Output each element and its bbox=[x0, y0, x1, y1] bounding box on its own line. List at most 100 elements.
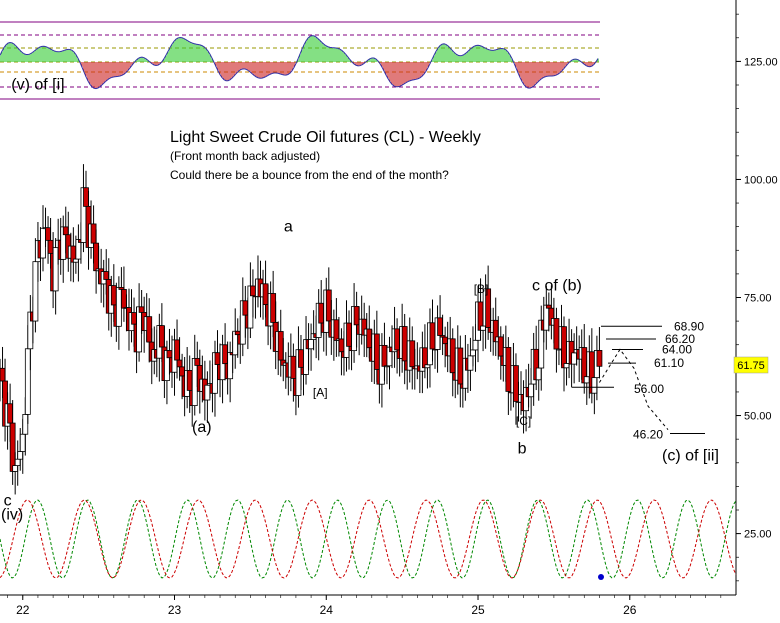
wave-label: c bbox=[4, 492, 12, 509]
x-tick-label: 23 bbox=[168, 603, 182, 617]
candle-body bbox=[437, 317, 443, 336]
wave-label: [A] bbox=[313, 386, 328, 400]
candle-body bbox=[14, 458, 21, 466]
candle-body bbox=[333, 319, 340, 341]
candle-body bbox=[381, 344, 388, 367]
candle-body bbox=[457, 347, 464, 385]
candle-body bbox=[222, 344, 228, 365]
candle-body bbox=[72, 258, 79, 263]
projection-line bbox=[598, 348, 669, 431]
candle-body bbox=[563, 363, 570, 369]
price-candles bbox=[0, 164, 603, 495]
candle-body bbox=[214, 352, 221, 365]
candle-body bbox=[17, 451, 24, 460]
candle-body bbox=[174, 339, 180, 361]
chart-title: Light Sweet Crude Oil futures (CL) - Wee… bbox=[170, 129, 481, 146]
candle-body bbox=[242, 300, 249, 316]
candle-body bbox=[429, 322, 436, 350]
cycle-low-dot bbox=[598, 574, 604, 580]
candle-body bbox=[561, 326, 567, 369]
y-tick-label: 25.00 bbox=[744, 529, 772, 541]
candle-body bbox=[470, 349, 476, 357]
candle-body bbox=[543, 304, 550, 331]
candle-body bbox=[401, 326, 408, 362]
y-tick-label: 50.00 bbox=[744, 411, 772, 423]
y-axis-ticks: 125.00 100.00 75.00 50.00 25.00 bbox=[736, 13, 778, 582]
candle-body bbox=[234, 330, 241, 336]
candle-body bbox=[262, 283, 269, 306]
candle-body bbox=[131, 312, 137, 325]
candle-body bbox=[22, 414, 29, 435]
candle-body bbox=[176, 359, 183, 368]
cycle-line-red bbox=[0, 499, 737, 579]
candle-body bbox=[583, 376, 590, 384]
y-tick-label: 125.00 bbox=[744, 56, 778, 68]
x-tick-label: 24 bbox=[320, 603, 334, 617]
candle-body bbox=[505, 347, 512, 392]
last-price-label: 61.75 bbox=[737, 360, 765, 372]
candle-body bbox=[535, 367, 542, 381]
candle-body bbox=[513, 365, 519, 402]
candle-body bbox=[0, 367, 6, 382]
cycle-lines bbox=[0, 499, 737, 580]
wave-labels: (v) of [i] a [B] c of (b) [A] (a) [C] b (c) of [… bbox=[1, 77, 719, 524]
oscillator-line bbox=[0, 35, 599, 90]
y-tick-label: 75.00 bbox=[744, 293, 772, 305]
candle-body bbox=[394, 328, 400, 351]
candle-body bbox=[467, 355, 474, 371]
candle-body bbox=[318, 302, 325, 324]
candle-body bbox=[373, 333, 380, 370]
candle-body bbox=[596, 350, 603, 367]
candle-body bbox=[353, 306, 360, 326]
target-label: 68.90 bbox=[674, 319, 704, 333]
candle-body bbox=[553, 318, 560, 350]
candle-body bbox=[62, 226, 69, 236]
candle-body bbox=[121, 289, 127, 309]
candle-body bbox=[204, 384, 211, 401]
candle-body bbox=[93, 242, 100, 272]
candle-body bbox=[409, 340, 416, 368]
candle-body bbox=[52, 247, 59, 292]
candle-body bbox=[497, 336, 504, 357]
candle-body bbox=[308, 339, 314, 350]
candle-body bbox=[12, 465, 19, 472]
candle-body bbox=[545, 304, 552, 309]
x-axis-ticks: 22 23 24 25 26 bbox=[7, 595, 722, 617]
candle-body bbox=[9, 422, 16, 472]
wave-label: c of (b) bbox=[532, 277, 582, 294]
wave-label: (iv) bbox=[1, 506, 23, 523]
target-label: 56.00 bbox=[634, 382, 664, 396]
candle-body bbox=[32, 261, 39, 322]
wave-label: (a) bbox=[192, 419, 212, 436]
wave-label: [B] bbox=[474, 282, 489, 296]
candle-body bbox=[45, 227, 51, 241]
candle-body bbox=[83, 187, 89, 207]
x-tick-label: 26 bbox=[623, 603, 637, 617]
candle-body bbox=[424, 364, 431, 369]
candle-body bbox=[40, 227, 46, 259]
candle-body bbox=[277, 331, 284, 361]
candle-body bbox=[158, 325, 165, 348]
chart-subtitle: (Front month back adjusted) bbox=[170, 149, 320, 163]
candle-body bbox=[480, 325, 486, 331]
candle-body bbox=[136, 306, 143, 353]
candle-body bbox=[338, 338, 345, 353]
x-tick-label: 25 bbox=[471, 603, 485, 617]
target-label: 64.00 bbox=[662, 342, 692, 356]
wave-label: (c) of [ii] bbox=[662, 447, 719, 464]
y-tick-label: 100.00 bbox=[744, 174, 778, 186]
wave-label: b bbox=[518, 440, 527, 457]
x-tick-label: 22 bbox=[16, 603, 30, 617]
candle-body bbox=[290, 355, 297, 379]
candle-body bbox=[103, 271, 110, 280]
candle-body bbox=[449, 338, 456, 374]
candle-body bbox=[571, 352, 578, 365]
candle-body bbox=[110, 285, 117, 306]
candle-body bbox=[115, 287, 122, 327]
candle-body bbox=[166, 350, 173, 359]
target-label: 61.10 bbox=[654, 356, 684, 370]
candle-body bbox=[528, 383, 535, 398]
